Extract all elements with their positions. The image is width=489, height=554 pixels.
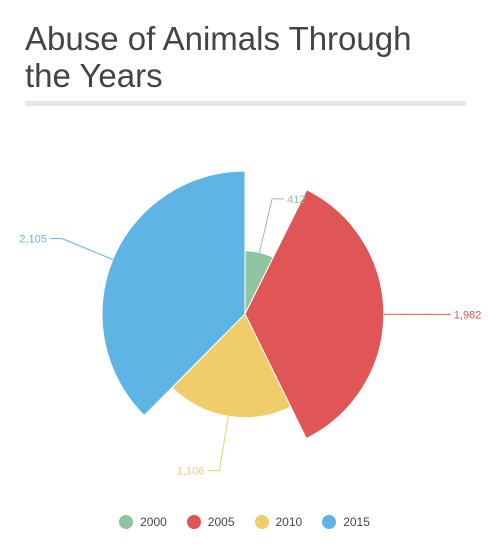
data-label-2000: 412 <box>287 194 305 206</box>
leader-line-2015 <box>49 238 113 260</box>
data-label-2010: 1,106 <box>177 466 205 478</box>
leader-line-2010 <box>207 416 229 472</box>
legend-label-2005: 2005 <box>207 515 235 529</box>
pie-slice-2005 <box>244 189 385 440</box>
legend-swatch-2015 <box>322 515 337 529</box>
chart-legend: 2000 2005 2010 2015 <box>0 515 489 529</box>
legend-swatch-2000 <box>119 515 134 529</box>
data-label-2005: 1,982 <box>454 309 482 321</box>
legend-label-2000: 2000 <box>140 515 167 529</box>
chart-title: Abuse of Animals Through the Years <box>25 20 412 94</box>
title-divider <box>25 101 466 106</box>
pie-slice-2010 <box>171 313 292 419</box>
legend-swatch-2010 <box>254 515 269 529</box>
pie-data-labels: 412 1,982 1,106 2,105 <box>19 194 481 478</box>
legend-item-2005[interactable]: 2005 <box>186 515 235 529</box>
legend-item-2015[interactable]: 2015 <box>322 515 370 529</box>
legend-item-2010[interactable]: 2010 <box>254 515 303 529</box>
leader-line-2000 <box>259 198 285 253</box>
legend-swatch-2005 <box>186 515 201 529</box>
legend-item-2000[interactable]: 2000 <box>119 515 167 529</box>
legend-label-2015: 2015 <box>343 515 370 529</box>
legend-label-2010: 2010 <box>275 515 303 529</box>
pie-slices <box>101 170 385 440</box>
data-label-2015: 2,105 <box>19 234 47 246</box>
